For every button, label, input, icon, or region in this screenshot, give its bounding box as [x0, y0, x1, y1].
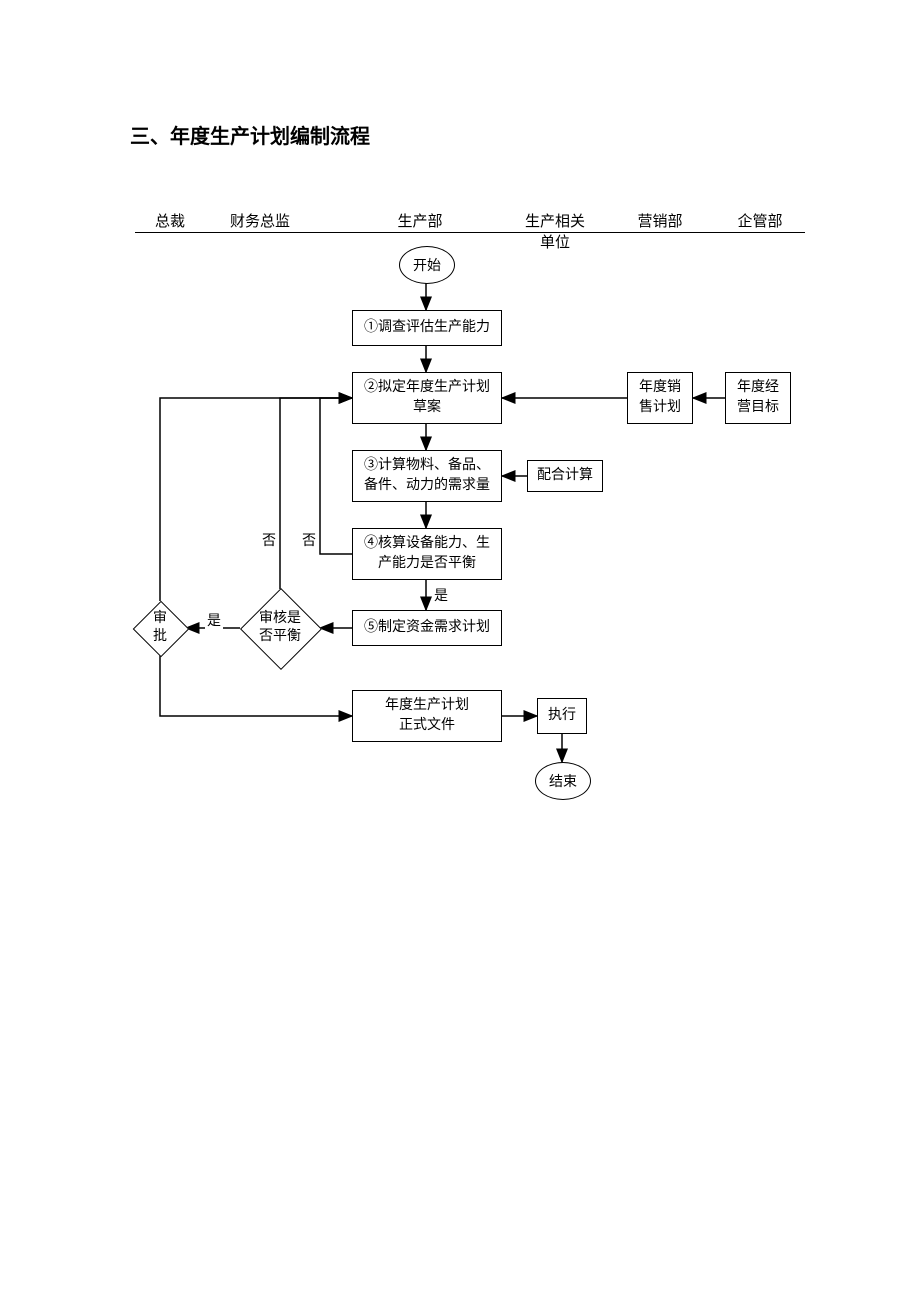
terminator-start: 开始	[399, 246, 455, 284]
page-title: 三、年度生产计划编制流程	[130, 120, 370, 149]
process-step4: ④核算设备能力、生产能力是否平衡	[352, 528, 502, 580]
process-calc: 配合计算	[527, 460, 603, 492]
process-step5: ⑤制定资金需求计划	[352, 610, 502, 646]
swimlane-header: 总裁	[140, 210, 200, 231]
swimlane-header: 企管部	[730, 210, 790, 231]
swimlane-header: 生产部	[390, 210, 450, 231]
terminator-end: 结束	[535, 762, 591, 800]
process-exec: 执行	[537, 698, 587, 734]
decision-dec2	[133, 601, 190, 658]
swimlane-divider	[135, 232, 805, 233]
process-step3: ③计算物料、备品、备件、动力的需求量	[352, 450, 502, 502]
edge-label: 是	[432, 585, 450, 605]
process-doc: 年度生产计划正式文件	[352, 690, 502, 742]
process-step1: ①调查评估生产能力	[352, 310, 502, 346]
flowchart-svg	[0, 0, 920, 1302]
edge	[320, 398, 352, 554]
edge	[280, 398, 352, 589]
swimlane-header: 财务总监	[230, 210, 290, 231]
process-mgmt: 年度经营目标	[725, 372, 791, 424]
edge	[160, 655, 352, 716]
process-sales: 年度销售计划	[627, 372, 693, 424]
edge-label: 是	[205, 610, 223, 630]
edge-label: 否	[300, 530, 318, 550]
decision-dec1	[240, 588, 322, 670]
process-step2: ②拟定年度生产计划草案	[352, 372, 502, 424]
swimlane-header: 营销部	[630, 210, 690, 231]
edge	[160, 398, 352, 601]
swimlane-header: 生产相关单位	[525, 210, 585, 252]
edge-label: 否	[260, 530, 278, 550]
